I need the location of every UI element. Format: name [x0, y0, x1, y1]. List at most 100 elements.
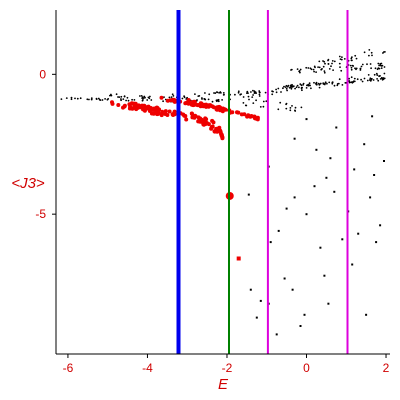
black-point [70, 96, 73, 99]
red-point [148, 106, 153, 110]
black-point [211, 100, 214, 103]
black-point [361, 63, 364, 66]
red-point [136, 103, 141, 108]
red-point [246, 114, 251, 119]
black-point [275, 91, 278, 94]
red-point [129, 101, 134, 106]
black-point [275, 333, 278, 336]
black-point [366, 79, 369, 82]
red-point [116, 103, 121, 107]
black-point [318, 86, 321, 89]
black-point [341, 84, 344, 86]
black-point [277, 108, 280, 111]
black-point [377, 62, 380, 65]
black-point [344, 82, 347, 84]
black-point [120, 98, 122, 100]
black-point [348, 80, 351, 82]
red-point [209, 125, 214, 130]
black-point [198, 95, 201, 97]
red-point [186, 100, 191, 105]
black-point [370, 51, 373, 54]
black-point [60, 98, 63, 100]
black-point [76, 97, 79, 100]
black-point [204, 92, 206, 94]
black-point [144, 96, 146, 99]
black-point [90, 98, 93, 101]
black-point [383, 51, 385, 53]
black-point [208, 93, 211, 96]
black-point [141, 97, 144, 100]
black-point [310, 68, 313, 71]
black-point [207, 98, 210, 101]
red-point [242, 112, 247, 117]
black-point [327, 58, 330, 61]
black-point [264, 91, 267, 94]
black-point [353, 80, 356, 83]
black-point [183, 95, 186, 98]
black-point [333, 190, 336, 193]
black-point [300, 106, 303, 109]
black-point [168, 96, 171, 99]
black-point [332, 69, 334, 71]
x-tick-label: -4 [142, 361, 153, 375]
black-point [283, 277, 286, 280]
y-tick-label: 0 [39, 67, 46, 81]
black-point [381, 78, 384, 81]
black-point [377, 79, 380, 82]
black-point [246, 90, 249, 93]
black-point [300, 84, 303, 87]
black-point [90, 97, 93, 100]
red-point [142, 103, 146, 108]
black-point [360, 65, 363, 68]
black-point [356, 78, 359, 81]
black-point [374, 67, 377, 70]
black-point [360, 78, 362, 81]
black-point [322, 65, 325, 68]
x-tick-label: 2 [383, 361, 390, 375]
black-point [369, 77, 372, 80]
black-point [295, 86, 298, 89]
black-point [186, 96, 189, 99]
black-point [262, 105, 265, 108]
black-point [383, 72, 386, 75]
black-point [222, 92, 225, 94]
black-point [371, 54, 373, 57]
black-point [242, 96, 245, 98]
black-point [284, 86, 287, 88]
red-point [201, 122, 206, 127]
black-point [218, 92, 221, 94]
black-point [142, 97, 145, 99]
black-point [294, 87, 296, 90]
black-point [339, 58, 342, 60]
axis-ticks-layer: -6 -4 -2 0 2 0 -5 [35, 67, 389, 375]
x-tick-label: -6 [63, 361, 74, 375]
black-point [288, 86, 291, 89]
black-point [324, 62, 326, 65]
black-point [287, 84, 290, 87]
black-point [240, 93, 243, 95]
black-point [331, 62, 333, 65]
black-point [350, 57, 353, 60]
black-point [381, 64, 384, 67]
black-point [265, 100, 268, 103]
black-point [329, 157, 332, 160]
y-axis-title: <J3> [11, 175, 45, 192]
red-point [133, 102, 138, 107]
black-point [370, 67, 372, 70]
black-point [319, 246, 322, 249]
black-point [323, 274, 326, 277]
black-point [259, 299, 262, 302]
black-point [376, 74, 379, 76]
x-tick-label: -2 [222, 361, 233, 375]
red-point [211, 120, 216, 125]
black-point [285, 87, 288, 90]
black-point [378, 67, 381, 70]
red-point [134, 107, 139, 112]
black-point [307, 67, 310, 69]
x-axis-title: E [218, 376, 229, 393]
black-point [350, 76, 353, 79]
black-point [280, 91, 282, 93]
red-point [252, 116, 257, 121]
red-point [214, 126, 219, 131]
red-point [155, 105, 159, 110]
